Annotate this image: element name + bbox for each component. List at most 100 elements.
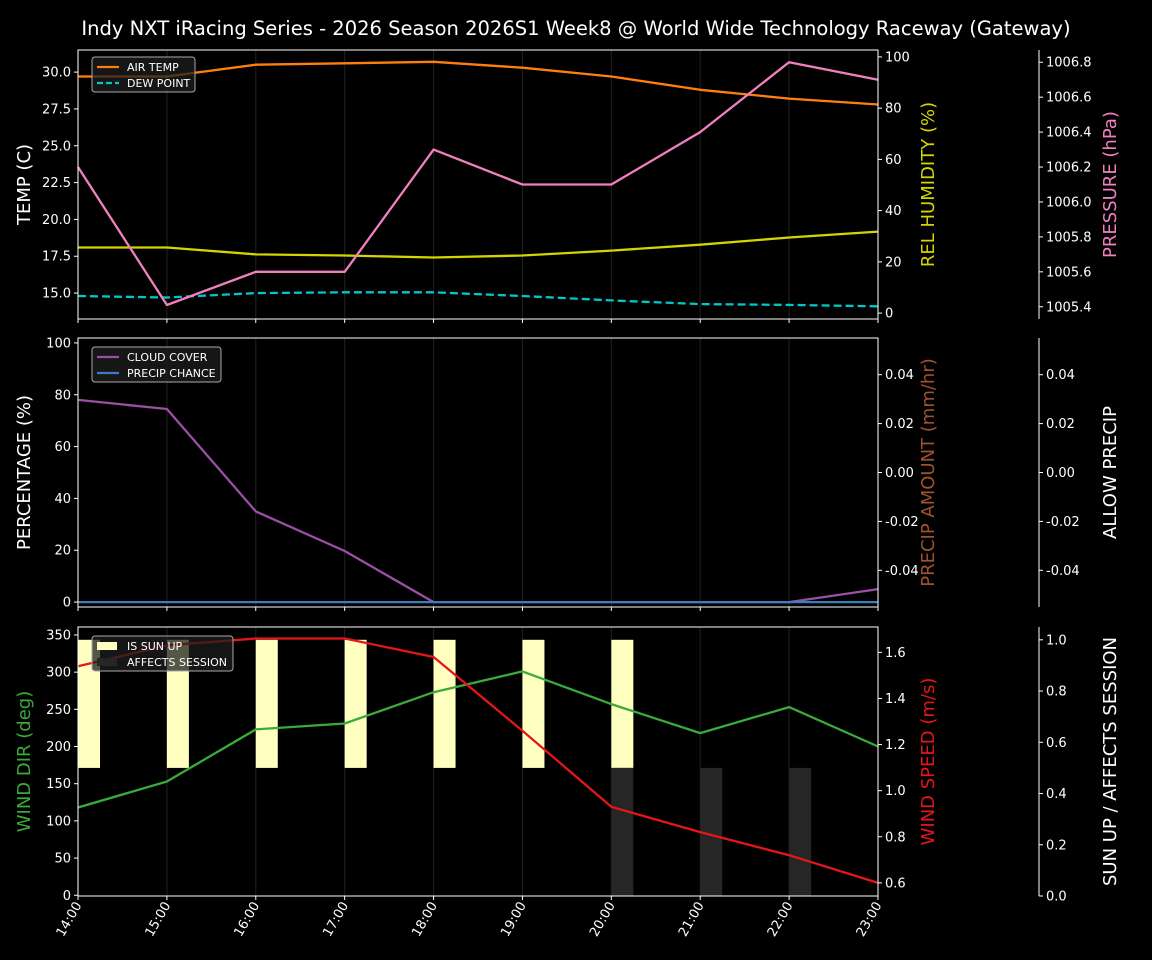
legend-box <box>91 635 234 672</box>
axis-label: TEMP (C) <box>14 144 35 226</box>
y-tick-label: 0 <box>63 596 71 611</box>
y-tick-label: 0 <box>63 889 71 904</box>
bar-affects-session <box>789 767 812 896</box>
y-tick-label: 1006.4 <box>1046 126 1092 141</box>
legend-swatch <box>97 658 117 666</box>
legend-label: AFFECTS SESSION <box>127 656 227 669</box>
chart-title: Indy NXT iRacing Series - 2026 Season 20… <box>81 17 1070 40</box>
bar-is-sun-up <box>522 639 545 768</box>
y-tick-label: 30.0 <box>42 66 71 81</box>
y-tick-label: 0.8 <box>885 830 906 845</box>
bar-is-sun-up <box>611 639 634 768</box>
y-tick-label: 0.04 <box>1046 368 1075 383</box>
legend: CLOUD COVER PRECIP CHANCE <box>91 346 222 383</box>
y-tick-label: 15.0 <box>42 287 71 302</box>
y-tick-label: -0.02 <box>885 515 919 530</box>
y-tick-label: 1006.0 <box>1046 195 1092 210</box>
bar-is-sun-up <box>166 639 189 768</box>
y-tick-label: 0.02 <box>885 417 914 432</box>
y-tick-label: 80 <box>54 388 71 403</box>
y-tick-label: 22.5 <box>42 176 71 191</box>
y-tick-label: 1.6 <box>885 646 906 661</box>
series-line-air-temp <box>78 60 879 106</box>
y-tick-label: 0.8 <box>1046 685 1067 700</box>
y-tick-label: 1006.8 <box>1046 56 1092 71</box>
legend: IS SUN UP AFFECTS SESSION <box>91 635 234 672</box>
y-tick-label: 20 <box>54 544 71 559</box>
axis-label: SUN UP / AFFECTS SESSION <box>1100 637 1121 886</box>
legend: AIR TEMP DEW POINT <box>91 56 196 93</box>
y-tick-label: 0.6 <box>1046 736 1067 751</box>
bar-affects-session <box>700 767 723 896</box>
y-tick-label: -0.04 <box>1046 564 1080 579</box>
y-tick-label: 60 <box>885 153 902 168</box>
y-tick-label: 60 <box>54 440 71 455</box>
bar-is-sun-up <box>344 639 367 768</box>
y-tick-label: 25.0 <box>42 139 71 154</box>
legend-label: PRECIP CHANCE <box>127 367 216 380</box>
plot-frame <box>77 49 879 320</box>
axis-label: REL HUMIDITY (%) <box>918 102 939 267</box>
axis-label: WIND DIR (deg) <box>14 691 35 833</box>
y-tick-label: -0.02 <box>1046 515 1080 530</box>
y-tick-label: 0.00 <box>885 466 914 481</box>
y-tick-label: -0.04 <box>885 564 919 579</box>
panel-3: 0 50 100 150 200 250 300 350 WIND DIR (deg) 0.6 0.… <box>14 626 1121 939</box>
y-tick-label: 1006.6 <box>1046 91 1092 106</box>
y-tick-label: 0.02 <box>1046 417 1075 432</box>
y-tick-label: 0.2 <box>1046 838 1067 853</box>
series-line-dir <box>77 670 879 809</box>
plot-frame <box>77 626 879 897</box>
y-tick-label: 1005.8 <box>1046 230 1092 245</box>
y-tick-label: 1005.4 <box>1046 300 1092 315</box>
y-tick-label: 0.4 <box>1046 787 1067 802</box>
bar-is-sun-up <box>255 639 278 768</box>
legend-label: AIR TEMP <box>127 61 179 74</box>
y-tick-label: 0 <box>885 307 893 322</box>
legend-swatch <box>97 642 117 650</box>
y-tick-label: 200 <box>46 740 71 755</box>
y-tick-label: 1.4 <box>885 692 906 707</box>
series-line-dew-point <box>77 291 879 308</box>
bar-affects-session <box>611 767 634 896</box>
legend-label: IS SUN UP <box>127 640 183 653</box>
y-tick-label: 1006.2 <box>1046 161 1092 176</box>
y-tick-label: 300 <box>46 666 71 681</box>
bar-is-sun-up <box>78 639 100 768</box>
series-line-pres <box>77 61 879 307</box>
axis-label: PRESSURE (hPa) <box>1100 111 1121 258</box>
y-tick-label: 100 <box>46 336 71 351</box>
y-tick-label: 17.5 <box>42 250 71 265</box>
y-tick-label: 0.04 <box>885 368 914 383</box>
series-line-hum <box>78 230 879 259</box>
axis-label: PERCENTAGE (%) <box>14 395 35 550</box>
y-tick-label: 20 <box>885 255 902 270</box>
y-tick-label: 0.00 <box>1046 466 1075 481</box>
panel-1: 15.0 17.5 20.0 22.5 25.0 27.5 30.0 TEMP (C) 0 20 4… <box>14 49 1121 323</box>
y-tick-label: 40 <box>54 492 71 507</box>
y-tick-label: 0.6 <box>885 876 906 891</box>
y-tick-label: 350 <box>46 628 71 643</box>
legend-label: CLOUD COVER <box>127 351 208 364</box>
y-tick-label: 1005.6 <box>1046 265 1092 280</box>
y-tick-label: 150 <box>46 777 71 792</box>
y-tick-label: 100 <box>885 50 910 65</box>
axis-label: PRECIP AMOUNT (mm/hr) <box>918 358 939 587</box>
panel-2: 0 20 40 60 80 100 PERCENTAGE (%) -0.04 -0.02 0.00… <box>14 336 1121 611</box>
y-tick-label: 50 <box>54 852 71 867</box>
y-tick-label: 1.0 <box>1046 633 1067 648</box>
y-tick-label: 1.0 <box>885 784 906 799</box>
y-tick-label: 80 <box>885 102 902 117</box>
y-tick-label: 1.2 <box>885 738 906 753</box>
y-tick-label: 250 <box>46 703 71 718</box>
axis-label: WIND SPEED (m/s) <box>918 678 939 846</box>
y-tick-label: 27.5 <box>42 102 71 117</box>
axis-label: ALLOW PRECIP <box>1100 406 1121 539</box>
legend-label: DEW POINT <box>127 77 191 90</box>
y-tick-label: 100 <box>46 814 71 829</box>
y-tick-label: 0.0 <box>1046 890 1067 905</box>
y-tick-label: 40 <box>885 204 902 219</box>
y-tick-label: 20.0 <box>42 213 71 228</box>
